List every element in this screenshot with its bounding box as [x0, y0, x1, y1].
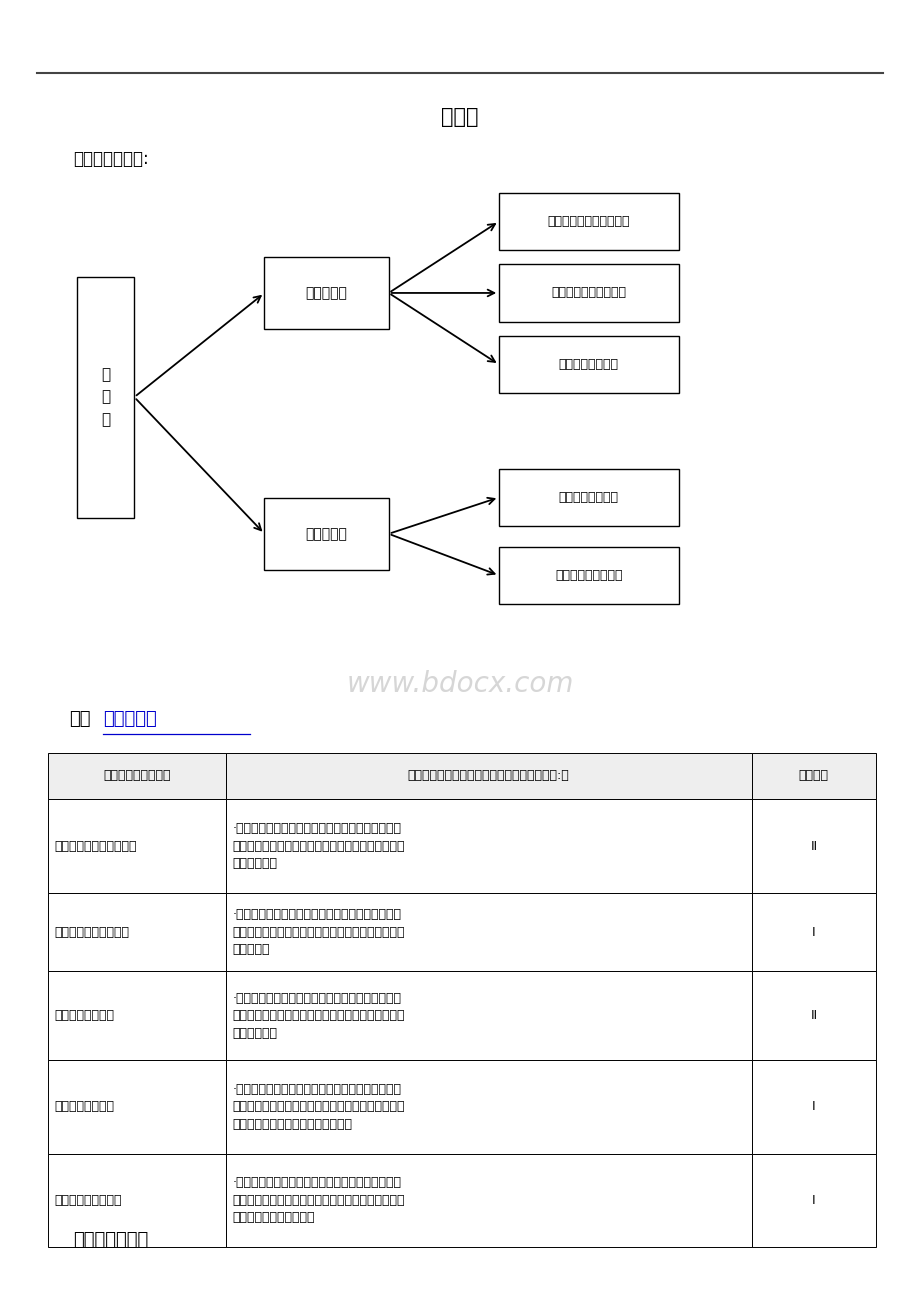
Text: 二、: 二、	[69, 710, 90, 728]
Text: 常见传感器的检测: 常见传感器的检测	[558, 358, 618, 371]
Bar	[265, 256, 389, 328]
Text: 常见传感器的电路图形: 常见传感器的电路图形	[550, 286, 626, 299]
Bar	[48, 1060, 226, 1154]
Bar	[48, 893, 226, 971]
Text: 传感器应用: 传感器应用	[305, 527, 347, 540]
Text: ·举例说明光敏传感器、热敏传感器、湿敏传感器、
声敏传感器、力敏传感器、气敏传感器等常见传感器
在自动控制系统中的应用: ·举例说明光敏传感器、热敏传感器、湿敏传感器、 声敏传感器、力敏传感器、气敏传感…	[232, 1177, 404, 1224]
Text: Ⅰ: Ⅰ	[811, 926, 814, 939]
Text: ·能从外形和标识上识别光敏传感器、热敏传感器、
湿敏传感器、声敏传感器、力敏传感器、气敏传感器
等常见传感器: ·能从外形和标识上识别光敏传感器、热敏传感器、 湿敏传感器、声敏传感器、力敏传感…	[232, 823, 404, 870]
Text: 常见传感器的种类、型号: 常见传感器的种类、型号	[54, 840, 137, 853]
Text: ·能用多用电表检测光敏传感器、热敏传感器、湿敏
传感器、声敏传感器、力敏传感器等常见传感器的特
性并判断好坏: ·能用多用电表检测光敏传感器、热敏传感器、湿敏 传感器、声敏传感器、力敏传感器等…	[232, 992, 404, 1039]
Bar	[226, 799, 751, 893]
Text: Ⅰ: Ⅰ	[811, 1194, 814, 1207]
Bar	[226, 971, 751, 1060]
Bar	[751, 1154, 875, 1247]
Bar	[498, 264, 678, 322]
Text: 知识点列表: 知识点列表	[103, 710, 156, 728]
Bar	[751, 1060, 875, 1154]
Bar	[751, 893, 875, 971]
Bar	[498, 547, 678, 604]
Text: 学习结果（知识点）: 学习结果（知识点）	[103, 769, 170, 783]
Bar	[498, 193, 678, 250]
Bar	[498, 469, 678, 526]
Text: 常见传感器典型应用: 常见传感器典型应用	[54, 1194, 121, 1207]
Bar	[226, 753, 751, 799]
Text: 传
感
器: 传 感 器	[101, 367, 110, 427]
Text: 认识传感器: 认识传感器	[305, 286, 347, 299]
Text: 常见传感器典型应用: 常见传感器典型应用	[554, 569, 622, 582]
Bar	[751, 753, 875, 799]
Text: 常见传感器的检测: 常见传感器的检测	[54, 1009, 114, 1022]
Text: 三、重难点分析: 三、重难点分析	[74, 1230, 149, 1249]
Text: 常见传感器的作用: 常见传感器的作用	[54, 1100, 114, 1113]
Bar	[751, 799, 875, 893]
Text: Ⅱ: Ⅱ	[810, 1009, 816, 1022]
Text: 传感器: 传感器	[441, 107, 478, 128]
Text: 表现水平: 表现水平	[798, 769, 828, 783]
Text: 指标（当学生获得这种学习结果时，他们能够:）: 指标（当学生获得这种学习结果时，他们能够:）	[407, 769, 569, 783]
Text: 常见传感器的作用: 常见传感器的作用	[558, 491, 618, 504]
Bar	[48, 799, 226, 893]
Text: 常见传感器的电路图形: 常见传感器的电路图形	[54, 926, 130, 939]
Bar	[77, 277, 134, 518]
Bar	[48, 753, 226, 799]
Bar	[498, 336, 678, 393]
Bar	[226, 893, 751, 971]
Text: ·熟悉光敏传感器、热敏传感器、湿敏传感器、声敏
传感器、力敏传感器、气敏传感器等常见传感器的电
路图形符号: ·熟悉光敏传感器、热敏传感器、湿敏传感器、声敏 传感器、力敏传感器、气敏传感器等…	[232, 909, 404, 956]
Bar	[48, 1154, 226, 1247]
Bar	[226, 1060, 751, 1154]
Text: 一、内容结构图:: 一、内容结构图:	[74, 150, 149, 168]
Bar	[226, 1154, 751, 1247]
Bar	[48, 971, 226, 1060]
Bar	[265, 497, 389, 570]
Bar	[751, 971, 875, 1060]
Text: Ⅰ: Ⅰ	[811, 1100, 814, 1113]
Text: www.bdocx.com: www.bdocx.com	[346, 669, 573, 698]
Text: 常见传感器的种类、型号: 常见传感器的种类、型号	[547, 215, 630, 228]
Text: Ⅱ: Ⅱ	[810, 840, 816, 853]
Text: ·知道光敏传感器、热敏传感器、湿敏传感器、声敏
传感器、力敏传感器、气敏传感器等常见传感器的物
理信息采集和电信号转换原理和作用: ·知道光敏传感器、热敏传感器、湿敏传感器、声敏 传感器、力敏传感器、气敏传感器等…	[232, 1083, 404, 1130]
